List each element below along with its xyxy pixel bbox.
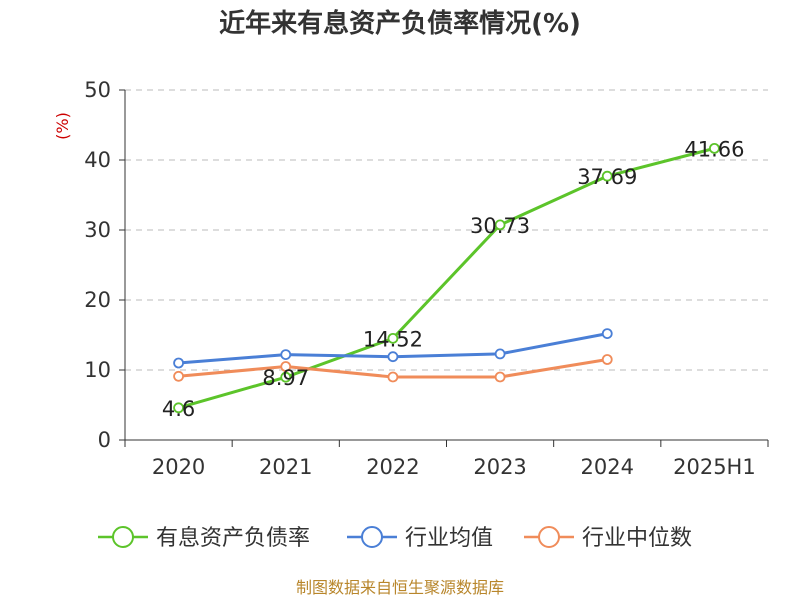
data-point [387, 332, 399, 344]
x-tick-label: 2025H1 [673, 455, 756, 479]
y-tick-label: 0 [98, 428, 111, 452]
grid-lines [125, 89, 768, 371]
x-tick-label: 2020 [152, 455, 205, 479]
data-point [280, 371, 292, 383]
y-tick-label: 10 [84, 358, 111, 382]
series-line-0 [178, 146, 715, 410]
x-tick-label: 2024 [581, 455, 634, 479]
data-point [173, 370, 184, 382]
y-axis-label: (%) [53, 112, 72, 140]
axes: 0 10 20 30 40 50 2020 2021 2022 2023 2024 2025H1 [84, 78, 769, 479]
legend-swatch-marker [112, 526, 134, 548]
y-tick-label: 30 [84, 218, 111, 242]
data-label: 14.52 [363, 327, 423, 351]
x-tick-label: 2023 [473, 455, 526, 479]
y-tick-label: 50 [84, 78, 111, 102]
data-label: 8.97 [262, 366, 309, 390]
data-point [601, 354, 613, 365]
x-tick-label: 2022 [366, 455, 419, 479]
data-point [601, 328, 613, 340]
data-point [280, 349, 292, 361]
data-point [173, 357, 184, 369]
legend-swatch-marker [538, 526, 560, 548]
y-tick-label: 40 [84, 148, 111, 172]
data-label: 41.66 [684, 137, 744, 161]
data-point [709, 142, 720, 154]
data-point [494, 348, 506, 360]
source-note: 制图数据来自恒生聚源数据库 [296, 578, 504, 597]
legend-label: 有息资产负债率 [156, 526, 310, 551]
legend-swatch-marker [361, 526, 383, 548]
data-label: 30.73 [470, 214, 530, 238]
x-tick-label: 2021 [259, 455, 312, 479]
legend: 有息资产负债率 行业均值 行业中位数 [98, 526, 692, 551]
series-lines [173, 142, 720, 414]
data-point [494, 371, 506, 383]
data-labels: 4.6 8.97 14.52 30.73 37.69 41.66 [162, 137, 745, 420]
data-point [601, 170, 613, 182]
chart-title: 近年来有息资产负债率情况(%) [219, 8, 581, 39]
legend-label: 行业中位数 [582, 526, 692, 551]
data-point [280, 361, 292, 372]
data-point [387, 371, 399, 383]
data-point [173, 402, 184, 414]
data-point [494, 219, 506, 231]
data-label: 4.6 [162, 397, 195, 421]
legend-label: 行业均值 [405, 526, 493, 551]
data-point [387, 351, 399, 363]
data-label: 37.69 [577, 165, 637, 189]
y-tick-label: 20 [84, 288, 111, 312]
